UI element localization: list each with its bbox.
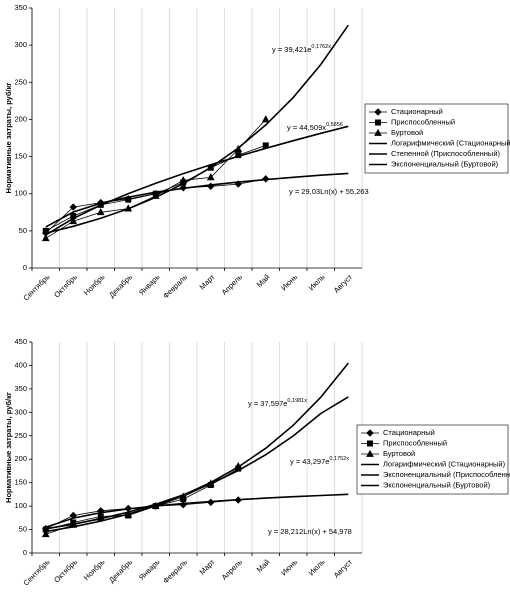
- trend-line: [45, 172, 349, 228]
- x-tick-label: Декабрь: [107, 557, 134, 584]
- legend-label: Степенной (Приспособленный): [391, 149, 501, 158]
- y-tick-label: 100: [14, 189, 27, 198]
- y-tick-label: 200: [14, 114, 27, 123]
- y-tick-label: 300: [14, 407, 27, 416]
- y-tick-label: 200: [14, 454, 27, 463]
- marker-triangle: [179, 176, 188, 184]
- marker-square: [42, 227, 49, 234]
- marker-triangle: [366, 449, 374, 457]
- equation-text: y = 29,03Ln(x) + 55,263: [289, 187, 369, 196]
- trend-line: [45, 125, 349, 236]
- x-tick-label: Май: [255, 557, 272, 574]
- y-tick-label: 0: [23, 548, 27, 557]
- x-tick-label: Ноябрь: [82, 557, 107, 582]
- x-tick-label: Август: [332, 557, 355, 580]
- marker-diamond: [374, 108, 382, 116]
- y-tick-label: 150: [14, 152, 27, 161]
- equation-exponent: 0,1981x: [287, 398, 307, 404]
- y-tick-label: 0: [23, 263, 27, 272]
- y-tick-label: 50: [19, 226, 27, 235]
- equation-text: y = 37,597e: [248, 399, 287, 408]
- equation-text: y = 44,509x: [287, 123, 326, 132]
- x-tick-label: Июль: [307, 272, 327, 292]
- x-tick-label: Ноябрь: [82, 272, 107, 297]
- x-tick-label: Декабрь: [107, 272, 134, 299]
- x-tick-label: Июнь: [279, 272, 299, 292]
- y-tick-label: 50: [19, 525, 27, 534]
- trend-line: [45, 362, 349, 533]
- y-tick-label: 350: [14, 3, 27, 12]
- marker-diamond: [366, 429, 374, 437]
- chart: 0 50 100 150 200 250 300 350 400 450 Сентябрь Октяб…: [4, 337, 510, 588]
- marker-triangle: [96, 208, 105, 216]
- equation: y = 44,509x0,5856: [287, 122, 343, 132]
- y-axis-label: Нормативные затраты, руб/кг: [4, 392, 13, 503]
- equation-text: y = 39,421e: [272, 45, 311, 54]
- marker-triangle: [41, 529, 50, 538]
- series-line: [45, 119, 267, 239]
- legend-box: [356, 424, 509, 495]
- equation-text: y = 28,212Ln(x) + 54,978: [268, 527, 352, 536]
- equation-text: y = 43,297e: [290, 457, 329, 466]
- equation-exponent: 0,1762x: [311, 44, 331, 50]
- y-tick-label: 400: [14, 360, 27, 369]
- y-tick-label: 250: [14, 77, 27, 86]
- legend-label: Приспособленный: [391, 117, 455, 126]
- x-tick-label: Май: [255, 272, 272, 289]
- equation: y = 37,597e0,1981x: [248, 398, 307, 408]
- x-tick-label: Октябрь: [52, 272, 79, 299]
- y-tick-label: 100: [14, 501, 27, 510]
- legend-label: Экспоненциальный (Приспособленный): [383, 470, 510, 479]
- x-tick-label: Июнь: [279, 557, 299, 577]
- x-tick-label: Сентябрь: [21, 272, 51, 302]
- x-tick-label: Январь: [137, 272, 162, 297]
- y-tick-label: 250: [14, 431, 27, 440]
- marker-triangle: [374, 128, 382, 136]
- equation: y = 29,03Ln(x) + 55,263: [289, 187, 369, 196]
- legend-label: Буртовой: [391, 128, 423, 137]
- legend-label: Приспособленный: [383, 438, 447, 447]
- marker-diamond: [69, 203, 77, 211]
- x-tick-label: Февраль: [161, 557, 189, 585]
- legend-label: Логарифмический (Стационарный): [383, 459, 506, 468]
- y-tick-label: 350: [14, 384, 27, 393]
- legend-label: Экспоненциальный (Буртовой): [383, 480, 491, 489]
- equation: y = 43,297e0,1752x: [290, 456, 349, 466]
- y-tick-label: 300: [14, 40, 27, 49]
- x-tick-label: Июль: [307, 557, 327, 577]
- legend-label: Логарифмический (Стационарный): [391, 138, 510, 147]
- equation-exponent: 0,5856: [326, 122, 343, 128]
- series-line: [45, 468, 239, 530]
- x-tick-label: Октябрь: [52, 557, 79, 584]
- equation: y = 39,421e0,1762x: [272, 44, 331, 54]
- chart: 0 50 100 150 200 250 300 350 Сентябрь Октябрь Нояб…: [4, 3, 510, 303]
- x-tick-label: Апрель: [220, 272, 244, 296]
- x-tick-label: Март: [198, 272, 217, 291]
- legend-label: Буртовой: [383, 449, 415, 458]
- legend-label: Стационарный: [383, 428, 435, 437]
- marker-square: [367, 440, 373, 447]
- marker-square: [375, 119, 381, 126]
- trend-line: [45, 493, 349, 528]
- x-tick-label: Февраль: [161, 272, 189, 300]
- y-tick-label: 150: [14, 478, 27, 487]
- equation-exponent: 0,1752x: [329, 456, 349, 462]
- x-tick-label: Март: [198, 557, 217, 576]
- legend-box: [364, 103, 509, 174]
- x-tick-label: Январь: [137, 557, 162, 582]
- x-tick-label: Апрель: [220, 557, 244, 581]
- marker-triangle: [69, 216, 78, 225]
- y-axis-label: Нормативные затраты, руб/кг: [4, 83, 13, 194]
- marker-triangle: [206, 173, 215, 181]
- legend-label: Стационарный: [391, 107, 443, 116]
- equation: y = 28,212Ln(x) + 54,978: [268, 527, 352, 536]
- x-tick-label: Сентябрь: [21, 557, 51, 587]
- marker-triangle: [261, 115, 270, 123]
- legend-label: Экспоненциальный (Буртовой): [391, 159, 499, 168]
- x-tick-label: Август: [332, 272, 355, 295]
- marker-triangle: [41, 234, 50, 242]
- y-tick-label: 450: [14, 337, 27, 346]
- trend-line: [45, 24, 349, 234]
